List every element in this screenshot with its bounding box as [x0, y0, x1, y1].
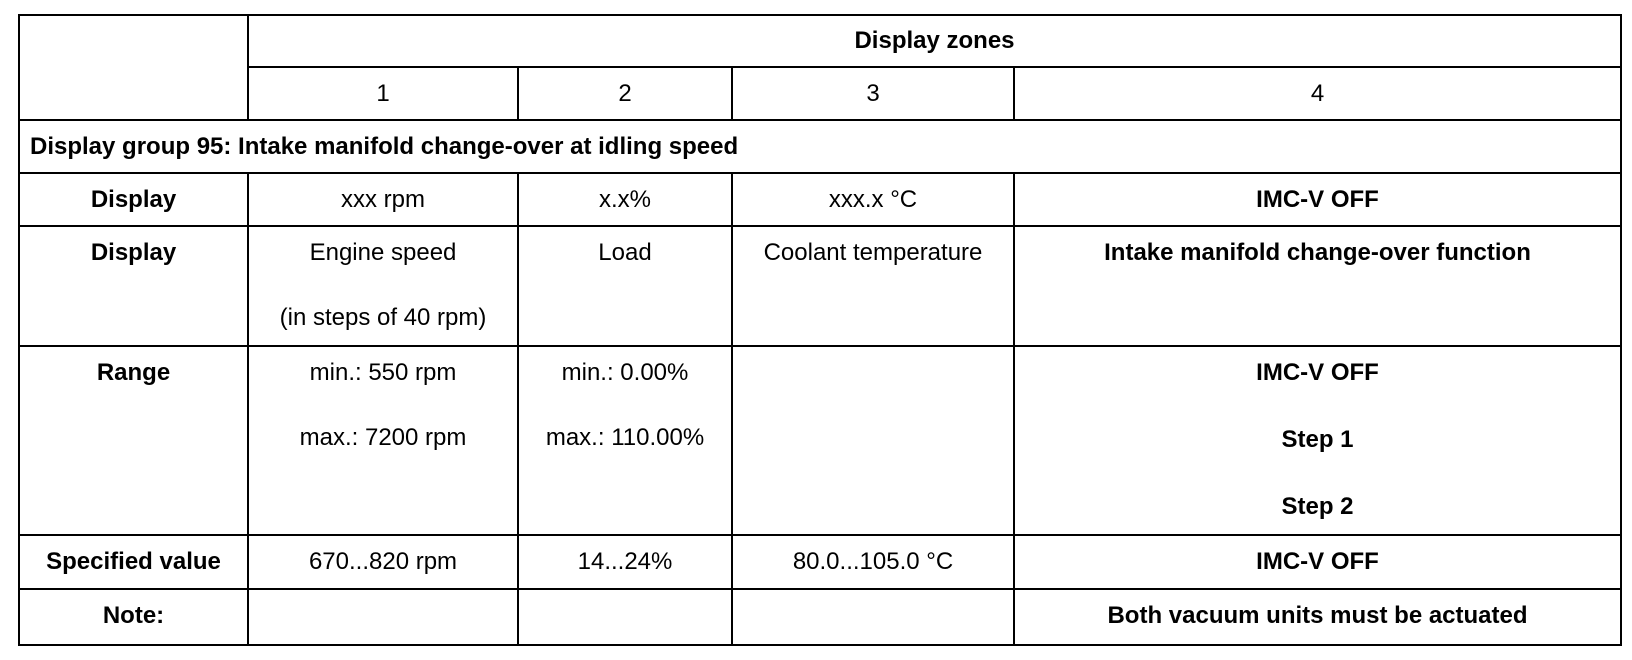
note-row: Note: Both vacuum units must be actuated: [18, 588, 1622, 646]
zone-number-3: 3: [731, 66, 1015, 121]
note-zone1: [247, 588, 519, 646]
range-zone4: IMC-V OFF Step 1 Step 2: [1013, 345, 1622, 536]
display-format-zone4: IMC-V OFF: [1013, 172, 1622, 227]
display-format-zone1: xxx rpm: [247, 172, 519, 227]
display-format-row: Display xxx rpm x.x% xxx.x °C IMC-V OFF: [18, 172, 1622, 227]
display-meaning-zone3: Coolant temperature: [731, 225, 1015, 347]
row-label-display-meaning: Display: [18, 225, 249, 347]
range-zone4-step-2: Step 2: [1281, 493, 1354, 520]
range-zone1-max: max.: 7200 rpm: [299, 424, 467, 451]
specified-value-row: Specified value 670...820 rpm 14...24% 8…: [18, 534, 1622, 590]
specified-zone1: 670...820 rpm: [247, 534, 519, 590]
range-zone1: min.: 550 rpm max.: 7200 rpm: [247, 345, 519, 536]
engine-speed-steps-note: (in steps of 40 rpm): [279, 304, 487, 331]
note-zone3: [731, 588, 1015, 646]
note-zone4: Both vacuum units must be actuated: [1013, 588, 1622, 646]
display-format-zone2: x.x%: [517, 172, 733, 227]
display-group-title: Display group 95: Intake manifold change…: [18, 119, 1622, 174]
engine-speed-label: Engine speed: [309, 239, 457, 266]
zone-number-2: 2: [517, 66, 733, 121]
range-zone4-imc-v-off: IMC-V OFF: [1256, 359, 1379, 386]
row-label-specified-value: Specified value: [18, 534, 249, 590]
range-zone2-min: min.: 0.00%: [561, 359, 689, 386]
range-zone1-min: min.: 550 rpm: [309, 359, 457, 386]
specified-zone2: 14...24%: [517, 534, 733, 590]
display-group-table: Display zones 1 2 3 4 Display group 95: …: [18, 14, 1622, 646]
range-zone2: min.: 0.00% max.: 110.00%: [517, 345, 733, 536]
display-meaning-row: Display Engine speed (in steps of 40 rpm…: [18, 225, 1622, 347]
row-label-display-format: Display: [18, 172, 249, 227]
row-label-note: Note:: [18, 588, 249, 646]
range-zone3: [731, 345, 1015, 536]
specified-zone3: 80.0...105.0 °C: [731, 534, 1015, 590]
row-label-range: Range: [18, 345, 249, 536]
zone-numbers-row: 1 2 3 4: [19, 66, 1622, 121]
display-meaning-zone1: Engine speed (in steps of 40 rpm): [247, 225, 519, 347]
display-meaning-zone2: Load: [517, 225, 733, 347]
display-format-zone3: xxx.x °C: [731, 172, 1015, 227]
range-zone2-max: max.: 110.00%: [545, 424, 705, 451]
zone-number-4: 4: [1013, 66, 1622, 121]
zones-header-row: Display zones: [18, 14, 1622, 121]
zone-number-1: 1: [247, 66, 519, 121]
note-zone2: [517, 588, 733, 646]
group-title-row: Display group 95: Intake manifold change…: [18, 119, 1622, 174]
display-zones-header: Display zones: [247, 14, 1622, 68]
corner-cell: [18, 14, 249, 121]
specified-zone4: IMC-V OFF: [1013, 534, 1622, 590]
display-meaning-zone4: Intake manifold change-over function: [1013, 225, 1622, 347]
range-zone4-step-1: Step 1: [1281, 426, 1354, 453]
range-row: Range min.: 550 rpm max.: 7200 rpm min.:…: [18, 345, 1622, 536]
